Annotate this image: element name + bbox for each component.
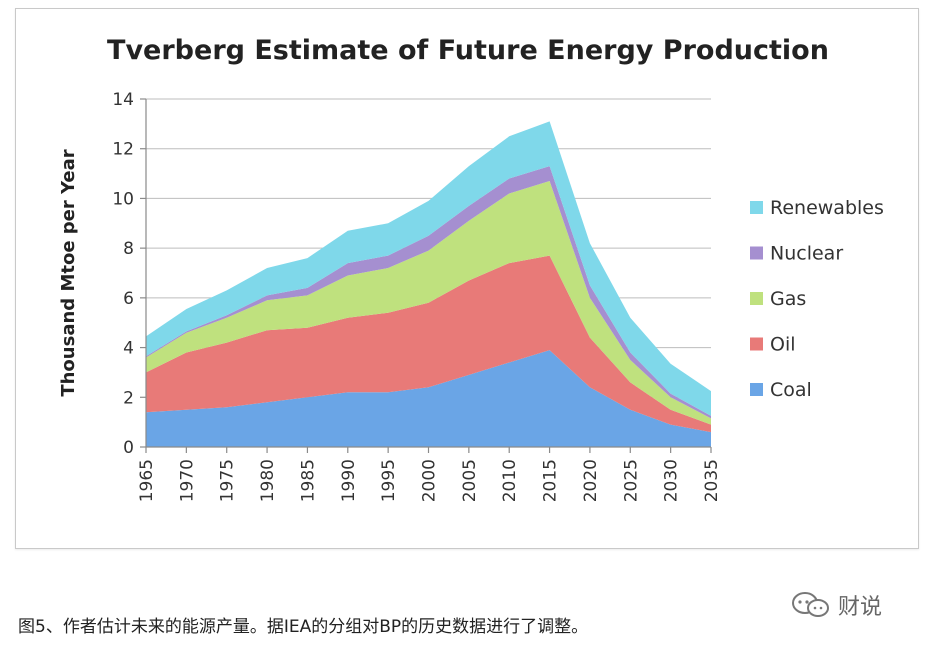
chart-frame: Tverberg Estimate of Future Energy Produ…: [15, 8, 919, 549]
area-gas: [146, 181, 711, 425]
legend-label-renewables: Renewables: [770, 197, 884, 219]
watermark-text: 财说: [838, 595, 883, 620]
y-tick-label-0: 0: [123, 438, 134, 458]
y-tick-label-10: 10: [112, 189, 134, 209]
axes: [140, 98, 712, 453]
x-tick-label-1975: 1975: [218, 459, 238, 502]
x-tick-label-1990: 1990: [339, 459, 359, 502]
x-tick-label-2020: 2020: [581, 459, 601, 502]
energy-production-chart: Tverberg Estimate of Future Energy Produ…: [58, 35, 884, 502]
x-tick-label-2000: 2000: [420, 459, 440, 502]
x-tick-label-1985: 1985: [298, 459, 318, 502]
x-tick-label-2030: 2030: [662, 459, 682, 502]
legend-label-gas: Gas: [770, 288, 806, 310]
watermark: 财说: [790, 590, 882, 620]
y-tick-label-12: 12: [112, 140, 134, 160]
chart-title: Tverberg Estimate of Future Energy Produ…: [107, 35, 829, 66]
x-tick-label-2005: 2005: [460, 459, 480, 502]
x-tick-label-1980: 1980: [258, 459, 278, 502]
legend-label-nuclear: Nuclear: [770, 243, 843, 265]
legend-swatch-renewables: [750, 201, 763, 214]
legend-swatch-gas: [750, 292, 763, 305]
y-tick-label-6: 6: [123, 289, 134, 309]
x-tick-label-2015: 2015: [541, 459, 561, 502]
x-tick-labels: 1965 1970 1975 1980 1985 1990 1995 2000 2005 2010…: [137, 459, 722, 502]
legend-swatch-oil: [750, 337, 763, 351]
legend-label-coal: Coal: [770, 379, 812, 401]
x-tick-label-1970: 1970: [177, 459, 197, 502]
area-renewables: [146, 121, 711, 416]
y-tick-label-2: 2: [123, 388, 134, 408]
legend: Renewables Nuclear Gas Oil Coal: [750, 197, 884, 401]
y-axis-label: Thousand Mtoe per Year: [58, 149, 79, 396]
y-tick-labels: 0 2 4 6 8 10 12 14: [112, 90, 134, 458]
x-tick-label-2035: 2035: [702, 459, 722, 502]
chat-bubbles-icon: [792, 592, 829, 617]
area-coal: [146, 350, 711, 447]
area-oil: [146, 255, 711, 433]
x-tick-label-2025: 2025: [621, 459, 641, 502]
stacked-areas: [146, 121, 711, 447]
y-tick-label-4: 4: [123, 339, 134, 359]
x-tick-label-2010: 2010: [500, 459, 520, 502]
area-nuclear: [146, 166, 711, 419]
x-tick-label-1965: 1965: [137, 459, 157, 502]
x-tick-label-1995: 1995: [379, 459, 399, 502]
figure-caption: 图5、作者估计未来的能源产量。据IEA的分组对BP的历史数据进行了调整。: [18, 617, 589, 637]
legend-swatch-nuclear: [750, 246, 763, 260]
y-tick-label-14: 14: [112, 90, 134, 110]
legend-swatch-coal: [750, 383, 763, 396]
y-tick-label-8: 8: [123, 239, 134, 259]
legend-label-oil: Oil: [770, 334, 796, 356]
